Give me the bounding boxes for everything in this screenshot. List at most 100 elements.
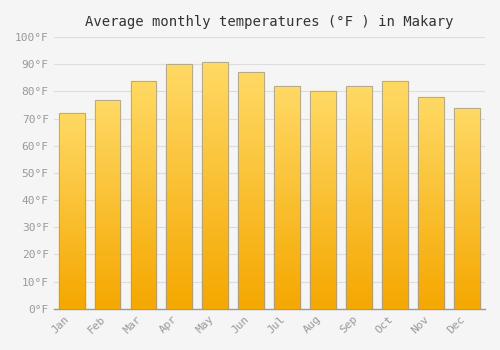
Bar	[346, 86, 372, 90]
Bar	[130, 300, 156, 304]
Bar	[58, 266, 84, 270]
Bar	[202, 230, 228, 235]
Bar	[166, 138, 192, 142]
Bar	[130, 154, 156, 158]
Bar	[454, 216, 480, 220]
Bar	[130, 259, 156, 263]
Bar	[130, 112, 156, 117]
Bar	[346, 269, 372, 273]
Bar	[382, 295, 408, 300]
Bar	[310, 196, 336, 200]
Bar	[382, 268, 408, 272]
Bar	[166, 196, 192, 201]
Bar	[346, 171, 372, 175]
Bar	[346, 278, 372, 282]
Bar	[310, 239, 336, 244]
Bar	[274, 278, 300, 282]
Bar	[94, 304, 120, 309]
Bar	[274, 144, 300, 148]
Bar	[382, 236, 408, 240]
Bar	[346, 242, 372, 246]
Title: Average monthly temperatures (°F ) in Makary: Average monthly temperatures (°F ) in Ma…	[85, 15, 454, 29]
Bar	[202, 175, 228, 180]
Bar	[94, 150, 120, 154]
Bar	[166, 245, 192, 250]
Bar	[238, 195, 264, 200]
Bar	[274, 229, 300, 233]
Bar	[274, 184, 300, 188]
Bar	[346, 233, 372, 237]
Bar	[418, 258, 444, 262]
Bar	[346, 255, 372, 260]
Bar	[238, 101, 264, 105]
Bar	[382, 158, 408, 163]
Bar	[130, 176, 156, 181]
Bar	[274, 157, 300, 162]
Bar	[94, 133, 120, 137]
Bar	[346, 113, 372, 117]
Bar	[310, 144, 336, 148]
Bar	[418, 177, 444, 182]
Bar	[346, 104, 372, 108]
Bar	[58, 207, 84, 211]
Bar	[310, 135, 336, 139]
Bar	[310, 252, 336, 257]
Bar	[382, 254, 408, 259]
Bar	[238, 86, 264, 91]
Bar	[58, 160, 84, 164]
Bar	[238, 91, 264, 96]
Bar	[418, 118, 444, 122]
Bar	[238, 280, 264, 285]
Bar	[94, 183, 120, 188]
Bar	[202, 166, 228, 170]
Bar	[202, 116, 228, 121]
Bar	[238, 304, 264, 309]
Bar	[454, 289, 480, 293]
Bar	[346, 300, 372, 304]
Bar	[58, 125, 84, 129]
Bar	[238, 139, 264, 143]
Bar	[202, 91, 228, 96]
Bar	[274, 224, 300, 229]
Bar	[58, 199, 84, 203]
Bar	[238, 299, 264, 304]
Bar	[238, 110, 264, 115]
Bar	[58, 113, 84, 309]
Bar	[418, 224, 444, 228]
Bar	[166, 133, 192, 138]
Bar	[310, 148, 336, 152]
Bar	[58, 250, 84, 254]
Bar	[454, 204, 480, 208]
Bar	[310, 131, 336, 135]
Bar	[418, 292, 444, 296]
Bar	[382, 90, 408, 94]
Bar	[454, 236, 480, 240]
Bar	[94, 259, 120, 263]
Bar	[418, 283, 444, 288]
Bar	[454, 257, 480, 260]
Bar	[238, 243, 264, 247]
Bar	[94, 129, 120, 133]
Bar	[238, 181, 264, 186]
Bar	[130, 117, 156, 122]
Bar	[94, 267, 120, 271]
Bar	[274, 233, 300, 237]
Bar	[130, 231, 156, 236]
Bar	[454, 273, 480, 277]
Bar	[418, 148, 444, 152]
Bar	[274, 131, 300, 135]
Bar	[202, 234, 228, 239]
Bar	[58, 180, 84, 184]
Bar	[346, 122, 372, 126]
Bar	[94, 146, 120, 150]
Bar	[382, 300, 408, 304]
Bar	[274, 264, 300, 269]
Bar	[58, 289, 84, 293]
Bar	[274, 211, 300, 215]
Bar	[310, 204, 336, 209]
Bar	[346, 260, 372, 264]
Bar	[166, 64, 192, 69]
Bar	[202, 146, 228, 150]
Bar	[202, 180, 228, 185]
Bar	[310, 161, 336, 165]
